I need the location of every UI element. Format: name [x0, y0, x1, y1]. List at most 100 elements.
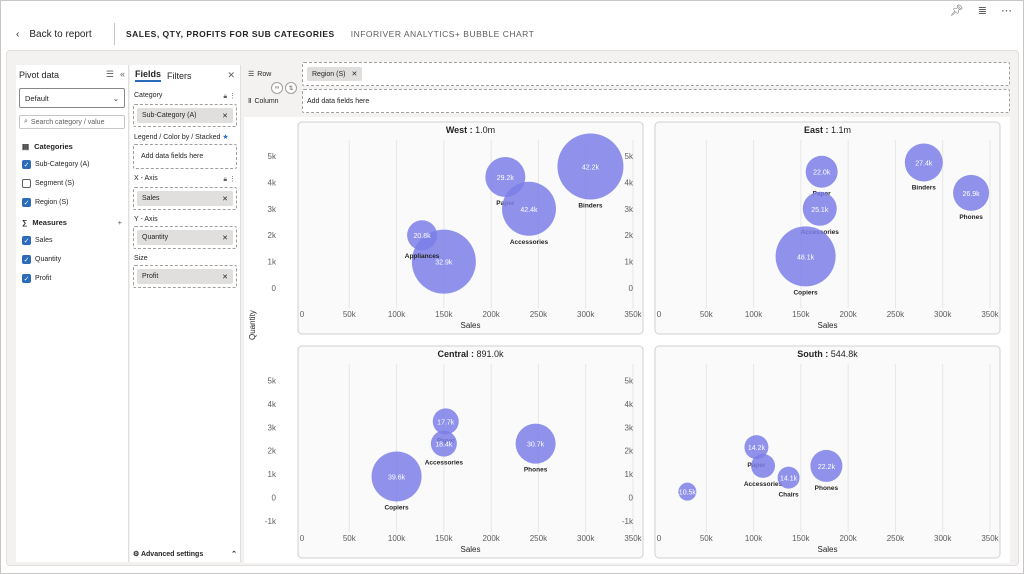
category-label: Sub-Category (A) — [35, 161, 90, 168]
category-pill-label: Sub-Category (A) — [142, 112, 197, 119]
column-placeholder: Add data fields here — [307, 97, 370, 105]
remove-icon[interactable]: ✕ — [222, 234, 228, 242]
fields-panel: Fields Filters ✕ Category 🔒︎ ⋮ Sub-Catego… — [130, 65, 241, 562]
category-label: Segment (S) — [35, 180, 75, 187]
size-well: Size Profit ✕ — [130, 249, 240, 288]
swap-icon[interactable]: ⇅ — [285, 82, 297, 94]
measures-icon: ∑ — [22, 218, 28, 227]
measure-item[interactable]: ✓ Sales — [16, 231, 128, 250]
measure-label: Quantity — [35, 256, 62, 263]
measures-label: Measures — [32, 218, 67, 227]
column-dropzone[interactable]: Add data fields here — [302, 89, 1010, 113]
filter-icon[interactable]: ≣ — [977, 5, 987, 17]
lock-icon[interactable]: 🔒︎ ⋮ — [223, 93, 236, 100]
row-icon: ☰ — [248, 71, 255, 78]
size-pill-label: Profit — [142, 273, 159, 280]
xaxis-label: X - Axis — [134, 175, 158, 182]
xaxis-pill-label: Sales — [142, 195, 160, 202]
header-divider — [114, 23, 115, 45]
category-label: Region (S) — [35, 199, 69, 206]
xaxis-dropzone[interactable]: Sales ✕ — [133, 187, 237, 210]
advanced-settings[interactable]: ⚙ Advanced settings ⌃ — [133, 550, 237, 558]
y-axis-title: Quantity — [248, 310, 257, 340]
xaxis-well: X - Axis 🔒︎ ⋮ Sales ✕ — [130, 169, 240, 210]
report-header: ‹ Back to report SALES, QTY, PROFITS FOR… — [0, 20, 1024, 48]
remove-icon[interactable]: ✕ — [222, 112, 228, 120]
column-well: Ⅱ Column Add data fields here — [244, 89, 1010, 113]
chevron-down-icon: ⌄ — [112, 93, 119, 103]
pivot-data-panel: Pivot data ☰ « Default ⌄ ⌕ Search catego… — [16, 65, 129, 562]
category-label: Category — [134, 92, 163, 99]
categories-icon: ▤ — [22, 142, 30, 151]
row-pill[interactable]: Region (S) ✕ — [307, 67, 363, 81]
row-label: Row — [257, 70, 272, 78]
tab-filters[interactable]: Filters — [167, 70, 192, 81]
size-pill[interactable]: Profit ✕ — [137, 269, 233, 284]
measure-item[interactable]: ✓ Quantity — [16, 250, 128, 269]
category-pill[interactable]: Sub-Category (A) ✕ — [137, 108, 233, 123]
lock-icon[interactable]: 🔒︎ ⋮ — [223, 176, 236, 183]
row-pill-label: Region (S) — [312, 70, 346, 78]
collapse-icon[interactable]: « — [119, 69, 125, 79]
legend-dropzone[interactable]: Add data fields here — [133, 144, 237, 169]
link-icon[interactable]: ∞ — [271, 82, 283, 94]
size-dropzone[interactable]: Profit ✕ — [133, 265, 237, 288]
pivot-title: Pivot data — [19, 69, 60, 80]
categories-section[interactable]: ▤ Categories — [16, 136, 128, 155]
remove-icon[interactable]: ✕ — [222, 195, 228, 203]
star-icon: ★ — [222, 134, 229, 141]
yaxis-pill[interactable]: Quantity ✕ — [137, 230, 233, 245]
close-icon[interactable]: ✕ — [227, 70, 235, 80]
row-column-wells: ☰ Row Region (S) ✕ ∞ ⇅ Ⅱ Column Add data fi… — [244, 62, 1010, 114]
chevron-left-icon: ‹ — [16, 28, 20, 40]
chevron-up-icon: ⌃ — [231, 551, 237, 558]
tab-fields[interactable]: Fields — [135, 69, 162, 82]
remove-icon[interactable]: ✕ — [222, 273, 228, 281]
column-icon: Ⅱ — [248, 98, 252, 105]
category-item[interactable]: Segment (S) — [16, 174, 128, 193]
checkbox[interactable] — [22, 179, 31, 188]
view-select[interactable]: Default ⌄ — [19, 88, 125, 108]
search-placeholder: Search category / value — [30, 118, 105, 126]
pin-icon[interactable]: 📌︎ — [949, 5, 964, 17]
checkbox[interactable]: ✓ — [22, 274, 31, 283]
row-well: ☰ Row Region (S) ✕ — [244, 62, 1010, 86]
search-icon: ⌕ — [24, 118, 28, 125]
xaxis-pill[interactable]: Sales ✕ — [137, 191, 233, 206]
back-to-report-button[interactable]: ‹ Back to report — [0, 29, 114, 40]
yaxis-dropzone[interactable]: Quantity ✕ — [133, 226, 237, 249]
row-dropzone[interactable]: Region (S) ✕ — [302, 62, 1010, 86]
yaxis-pill-label: Quantity — [142, 234, 169, 241]
add-measure-icon[interactable]: + — [117, 218, 122, 227]
search-input[interactable]: ⌕ Search category / value — [19, 115, 125, 129]
measure-label: Profit — [35, 275, 52, 282]
yaxis-label: Y - Axis — [134, 216, 158, 223]
report-subtitle: INFORIVER ANALYTICS+ BUBBLE CHART — [350, 29, 535, 39]
gear-icon: ⚙ — [133, 551, 140, 558]
chart-area — [244, 117, 1010, 563]
pivot-settings-icon[interactable]: ☰ — [105, 69, 114, 79]
swap-controls: ∞ ⇅ — [271, 82, 297, 94]
more-icon[interactable]: ⋯ — [1001, 5, 1012, 17]
category-item[interactable]: ✓ Sub-Category (A) — [16, 155, 128, 174]
checkbox[interactable]: ✓ — [22, 236, 31, 245]
measure-label: Sales — [35, 237, 53, 244]
legend-well: Legend / Color by / Stacked ★ Add data f… — [130, 127, 240, 169]
checkbox[interactable]: ✓ — [22, 255, 31, 264]
advanced-settings-label: Advanced settings — [140, 551, 204, 558]
checkbox[interactable]: ✓ — [22, 198, 31, 207]
category-well: Category 🔒︎ ⋮ Sub-Category (A) ✕ — [130, 86, 240, 127]
measures-section[interactable]: ∑ Measures + — [16, 212, 128, 231]
categories-label: Categories — [34, 142, 73, 151]
checkbox[interactable]: ✓ — [22, 160, 31, 169]
report-title: SALES, QTY, PROFITS FOR SUB CATEGORIES — [126, 29, 335, 39]
category-dropzone[interactable]: Sub-Category (A) ✕ — [133, 104, 237, 127]
legend-label-text: Legend / Color by / Stacked — [134, 134, 221, 141]
legend-placeholder: Add data fields here — [141, 153, 204, 160]
yaxis-well: Y - Axis Quantity ✕ — [130, 210, 240, 249]
category-item[interactable]: ✓ Region (S) — [16, 193, 128, 212]
measure-item[interactable]: ✓ Profit — [16, 269, 128, 288]
remove-icon[interactable]: ✕ — [351, 71, 358, 78]
legend-label: Legend / Color by / Stacked ★ — [134, 133, 229, 141]
view-select-value: Default — [25, 93, 49, 103]
